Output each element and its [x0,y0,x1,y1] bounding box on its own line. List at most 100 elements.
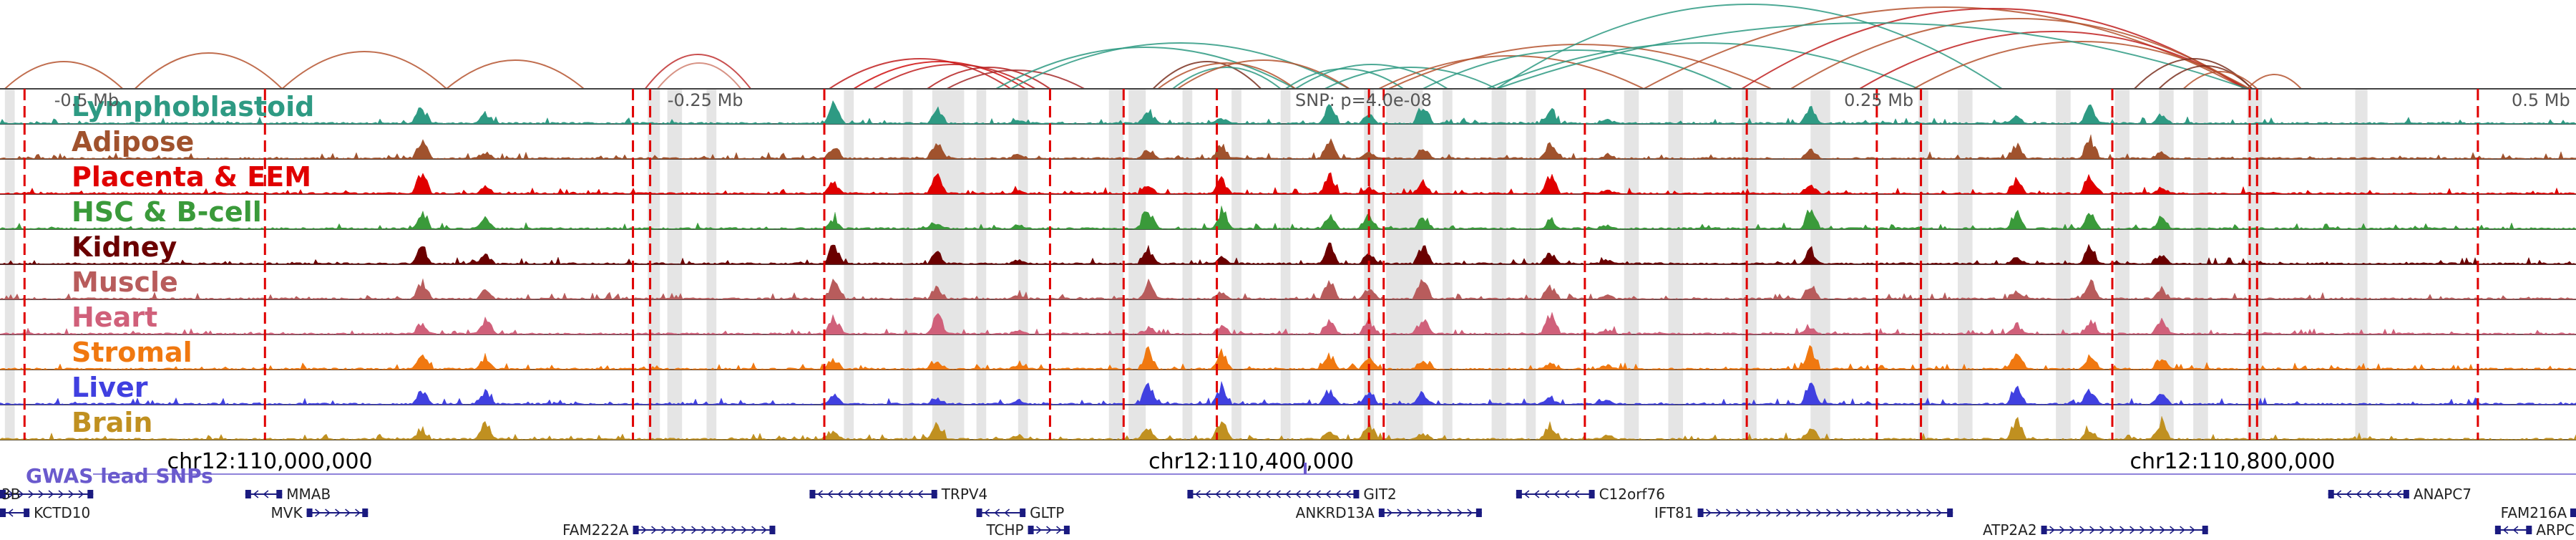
gene-label: TCHP [985,521,1023,537]
strand-chevron [2376,490,2382,498]
strand-chevron [1866,508,1872,517]
strand-chevron [1726,508,1732,517]
gene-exon [633,526,639,534]
strand-chevron [38,490,44,498]
loop-arc [1388,44,1772,90]
gene-tchp: TCHP [985,521,1070,539]
track-label: Liver [72,372,148,403]
strand-chevron [1387,508,1393,517]
strand-chevron [2160,526,2165,534]
strand-chevron [761,526,767,534]
gene-exon [1020,508,1026,517]
strand-chevron [2140,526,2145,534]
gene-exon [1028,526,1034,534]
loop-arc [4,61,124,90]
distance-tick-label: 0.25 Mb [1844,90,1913,110]
signal-area [0,312,2576,335]
track-label: Placenta & EEM [72,161,311,193]
track-label: Heart [72,302,157,333]
gene-ift81: IFT81 [1654,504,1953,521]
loop-arc [1790,18,2248,90]
strand-chevron [837,490,843,498]
strand-chevron [1315,490,1321,498]
strand-chevron [857,490,863,498]
gene-exon [24,508,30,517]
strand-chevron [2099,526,2105,534]
gene-exon [1063,526,1070,534]
track-label: HSC & B-cell [72,196,262,228]
strand-chevron [741,526,747,534]
signal-area [0,134,2576,160]
loop-arc [134,52,283,90]
strand-chevron [2512,526,2519,534]
strand-chevron [1826,508,1832,517]
axis-layer: chr12:110,000,000 chr12:110,400,000 chr12:… [167,449,2336,474]
gene-mmab: MMAB [245,486,331,503]
gene-label: MMAB [286,486,331,503]
gene-exon [2570,508,2576,517]
gene-label: FAM222A [562,521,629,537]
loop-arc [1378,55,1644,90]
strand-chevron [751,526,757,534]
loop-arc [1496,4,2003,90]
strand-chevron [641,526,647,534]
strand-chevron [1786,508,1792,517]
gene-exon [0,490,6,498]
gene-kctd10: KCTD10 [0,504,90,521]
strand-chevron [1916,508,1922,517]
gene-fam222a: FAM222A [562,521,776,539]
loop-arc [1643,6,2245,90]
distance-tick-label: -0.25 Mb [668,90,743,110]
gene-label: ATP2A2 [1983,521,2037,537]
strand-chevron [28,490,34,498]
gene-exon [0,508,6,517]
strand-chevron [1906,508,1912,517]
gene-label: C12orf76 [1599,486,1665,503]
gene-anapc7: ANAPC7 [2328,486,2472,503]
strand-chevron [1563,490,1570,498]
strand-chevron [847,490,853,498]
strand-chevron [1345,490,1351,498]
strand-chevron [1716,508,1722,517]
strand-chevron [1467,508,1473,517]
strand-chevron [2119,526,2125,534]
gene-label: FAM216A [2501,504,2567,521]
strand-chevron [1796,508,1802,517]
track-brain [0,415,2576,440]
strand-chevron [994,508,1000,517]
strand-chevron [315,508,321,517]
coordinate-tick-label: chr12:110,400,000 [1148,449,1354,474]
gene-exon [1516,490,1522,498]
strand-chevron [1756,508,1762,517]
gene-exon [1187,490,1194,498]
track-muscle [0,278,2576,300]
distance-tick-label: -0.5 Mb [54,90,119,110]
signal-area [0,242,2576,265]
strand-chevron [253,490,259,498]
strand-chevron [1736,508,1742,517]
gene-exon [1697,508,1704,517]
loop-arc [1010,42,1350,90]
gene-exon [87,490,94,498]
loop-arc [1496,22,2248,90]
gene-exon [276,490,283,498]
strand-chevron [1295,490,1301,498]
strand-chevron [2180,526,2185,534]
strand-chevron [1305,490,1311,498]
track-stromal [0,344,2576,370]
signal-area [0,344,2576,370]
strand-chevron [2079,526,2085,534]
red-lines-layer [23,89,2479,440]
loop-arc [1157,62,1296,90]
strand-chevron [1574,490,1580,498]
strand-chevron [2386,490,2392,498]
snp-pvalue-label: SNP: p=4.0e-08 [1295,90,1432,110]
strand-chevron [827,490,833,498]
strand-chevron [263,490,269,498]
strand-chevron [1225,490,1231,498]
track-kidney [0,242,2576,265]
track-placenta-eem [0,172,2576,195]
arcs-layer [4,4,2302,90]
strand-chevron [2129,526,2135,534]
